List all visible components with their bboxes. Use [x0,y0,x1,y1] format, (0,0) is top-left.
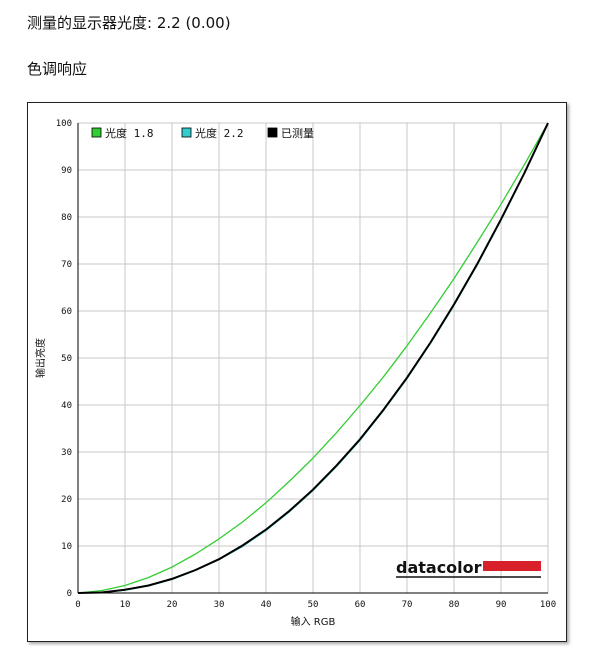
x-axis-title: 输入 RGB [291,615,336,628]
y-axis-title: 输出亮度 [34,338,47,378]
tone-response-section-title: 色调响应 [27,60,88,78]
grid-lines [77,122,549,594]
legend: 光度 1.8 光度 2.2 已测量 [91,126,314,140]
series-line-3 [77,122,549,594]
tone-response-chart-frame: 0 10 20 30 40 50 60 70 80 90 100 0 10 20 30 40 50 60 70 80 9… [27,102,567,642]
legend-label: 已测量 [281,127,314,140]
x-tick-label: 80 [449,600,460,610]
y-tick-label: 30 [61,448,72,458]
x-tick-label: 40 [261,600,272,610]
series-line-1 [77,122,549,594]
legend-label: 光度 1.8 [105,126,154,140]
legend-label: 光度 2.2 [195,126,244,140]
y-tick-label: 50 [61,354,72,364]
y-tick-label: 60 [61,307,72,317]
series-lines [77,122,549,594]
y-tick-label: 90 [61,166,72,176]
x-tick-label: 60 [355,600,366,610]
datacolor-logo-bar [483,561,541,571]
y-tick-label: 70 [61,260,72,270]
y-tick-label: 40 [61,401,72,411]
x-tick-label: 0 [75,600,80,610]
x-tick-label: 70 [402,600,413,610]
x-tick-label: 10 [120,600,131,610]
datacolor-logo: datacolor [396,558,541,578]
y-tick-label: 0 [67,589,72,599]
datacolor-logo-text: datacolor [396,558,482,577]
legend-swatch [267,127,278,138]
x-tick-label: 90 [496,600,507,610]
x-tick-label: 20 [167,600,178,610]
y-tick-label: 10 [61,542,72,552]
measured-gamma-heading: 测量的显示器光度: 2.2 (0.00) [27,14,231,32]
x-tick-label: 100 [540,600,556,610]
tick-labels: 0 10 20 30 40 50 60 70 80 90 100 0 10 20 30 40 50 60 70 80 9… [56,119,556,610]
tone-response-chart: 0 10 20 30 40 50 60 70 80 90 100 0 10 20 30 40 50 60 70 80 9… [34,119,556,628]
x-tick-label: 30 [214,600,225,610]
legend-swatch [91,127,102,138]
legend-swatch [181,127,192,138]
x-tick-label: 50 [308,600,319,610]
y-tick-label: 100 [56,119,72,129]
y-tick-label: 20 [61,495,72,505]
y-tick-label: 80 [61,213,72,223]
axes [77,123,548,594]
